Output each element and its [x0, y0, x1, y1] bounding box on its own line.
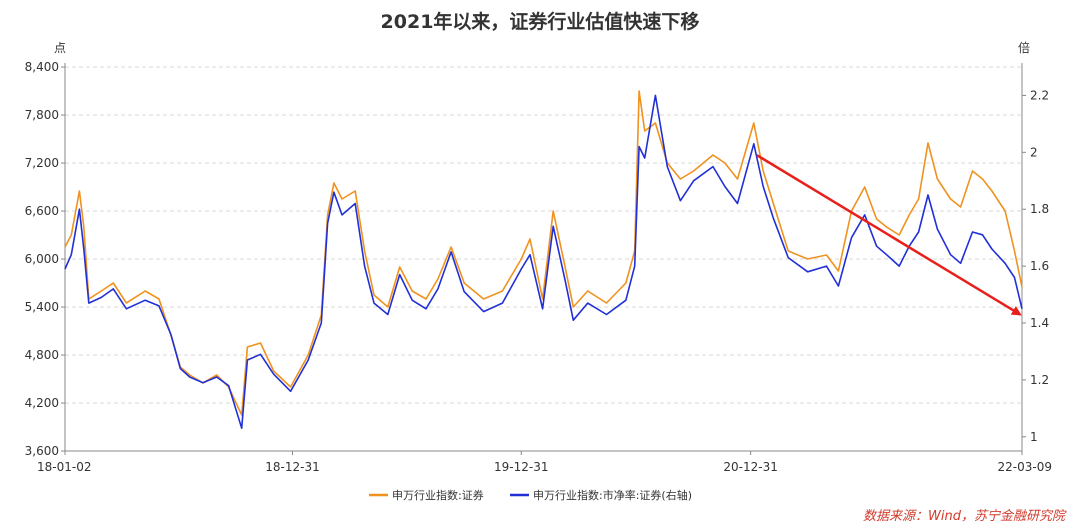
- right-tick-label: 1: [1030, 430, 1038, 444]
- x-tick-label: 18-12-31: [265, 460, 319, 474]
- chart-title: 2021年以来，证券行业估值快速下移: [381, 10, 700, 33]
- left-tick-label: 6,000: [25, 252, 59, 266]
- legend: 申万行业指数:证券 申万行业指数:市净率:证券(右轴): [369, 488, 692, 502]
- right-tick-label: 1.6: [1030, 259, 1049, 273]
- right-axis-ticks: 1 1.2 1.4 1.6 1.8 2 2.2: [1022, 88, 1049, 444]
- right-tick-label: 1.4: [1030, 316, 1049, 330]
- series-line-index: [64, 90, 1023, 416]
- series-line-pb: [64, 94, 1023, 430]
- x-tick-label: 19-12-31: [494, 460, 548, 474]
- x-tick-label: 22-03-09: [998, 460, 1052, 474]
- right-tick-label: 2.2: [1030, 88, 1049, 102]
- grid-lines: [65, 66, 1022, 404]
- right-tick-label: 2: [1030, 145, 1038, 159]
- left-tick-label: 3,600: [25, 444, 59, 458]
- x-tick-label: 20-12-31: [723, 460, 777, 474]
- left-tick-label: 7,800: [25, 108, 59, 122]
- x-axis-ticks: 18-01-02 18-12-31 19-12-31 20-12-31 22-03-09: [37, 451, 1052, 474]
- left-tick-label: 6,600: [25, 204, 59, 218]
- data-source: 数据来源：Wind，苏宁金融研究院: [863, 508, 1067, 524]
- left-axis-ticks: 3,600 4,200 4,800 5,400 6,000 6,600 7,200 7,800…: [25, 60, 65, 458]
- left-tick-label: 7,200: [25, 156, 59, 170]
- left-tick-label: 5,400: [25, 300, 59, 314]
- left-tick-label: 8,400: [25, 60, 59, 74]
- legend-label-index: 申万行业指数:证券: [392, 488, 484, 502]
- left-tick-label: 4,200: [25, 396, 59, 410]
- x-tick-label: 18-01-02: [37, 460, 91, 474]
- left-tick-label: 4,800: [25, 348, 59, 362]
- right-tick-label: 1.2: [1030, 373, 1049, 387]
- right-axis-unit: 倍: [1018, 40, 1030, 55]
- left-axis-unit: 点: [54, 41, 66, 55]
- trend-arrow: [756, 154, 1022, 316]
- legend-label-pb: 申万行业指数:市净率:证券(右轴): [533, 488, 692, 502]
- right-tick-label: 1.8: [1030, 202, 1049, 216]
